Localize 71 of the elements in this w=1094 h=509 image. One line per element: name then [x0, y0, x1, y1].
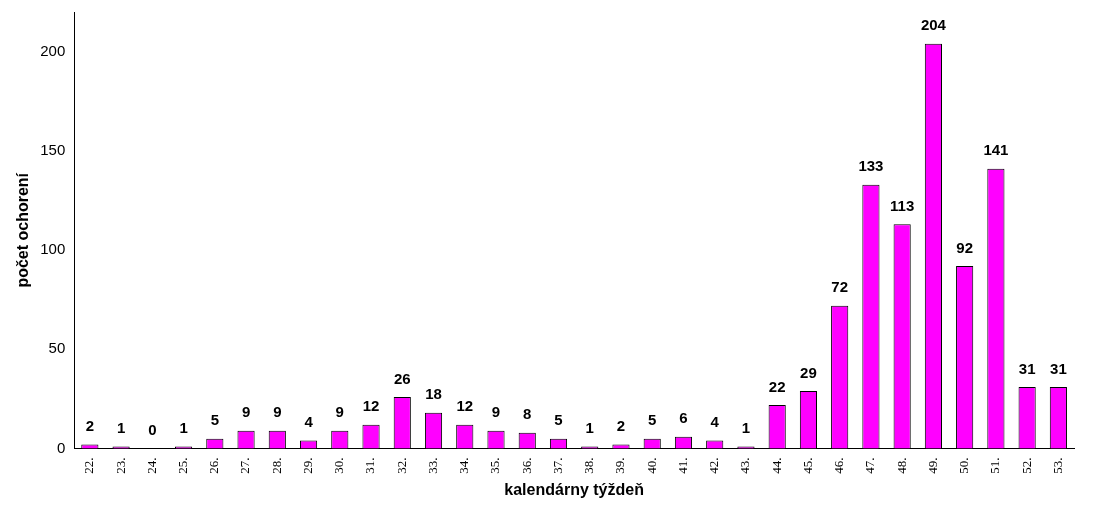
- data-label: 12: [362, 397, 380, 415]
- data-label: 141: [983, 141, 1009, 159]
- data-label: 1: [741, 419, 751, 437]
- x-tick-label: 52.: [1018, 457, 1034, 474]
- x-tick-label: 42.: [706, 457, 722, 474]
- data-label: 2: [85, 417, 95, 435]
- data-label: 12: [456, 397, 474, 415]
- y-axis-title: počet ochorení: [14, 172, 32, 288]
- x-tick-label: 26.: [206, 457, 222, 474]
- data-label: 8: [523, 405, 532, 423]
- x-tick-label: 49.: [924, 457, 940, 474]
- data-label: 204: [920, 16, 947, 34]
- x-tick-label: 37.: [549, 457, 565, 474]
- data-label: 1: [179, 419, 188, 437]
- x-tick-label: 39.: [612, 457, 628, 474]
- x-tick-label: 50.: [956, 457, 972, 474]
- x-tick-label: 29.: [299, 457, 315, 474]
- x-tick-label: 51.: [987, 457, 1003, 474]
- data-label: 0: [148, 421, 157, 439]
- x-tick-label: 24.: [143, 457, 159, 474]
- x-tick-label: 28.: [268, 457, 284, 474]
- data-label: 5: [554, 411, 563, 429]
- data-label: 2: [616, 417, 626, 435]
- x-tick-label: 32.: [393, 457, 409, 474]
- data-label: 1: [116, 419, 126, 437]
- x-tick-label: 30.: [331, 457, 347, 474]
- x-tick-label: 23.: [112, 457, 128, 474]
- x-tick-label: 44.: [768, 457, 784, 474]
- x-tick-label: 41.: [674, 457, 690, 474]
- data-label: 4: [304, 413, 314, 431]
- y-tick-label: 100: [40, 240, 66, 258]
- x-tick-label: 46.: [831, 457, 847, 474]
- data-label: 5: [648, 411, 657, 429]
- data-label: 133: [858, 157, 884, 175]
- y-tick-label: 0: [56, 438, 66, 456]
- data-label: 26: [393, 369, 411, 387]
- x-tick-label: 25.: [175, 457, 190, 474]
- data-label: 31: [1050, 359, 1067, 377]
- x-tick-label: 31.: [362, 457, 378, 474]
- x-tick-label: 27.: [237, 457, 253, 474]
- x-tick-label: 43.: [737, 457, 753, 474]
- data-label: 5: [210, 411, 219, 429]
- data-label: 31: [1018, 359, 1036, 377]
- x-tick-label: 48.: [893, 457, 909, 474]
- y-tick-label: 150: [40, 141, 66, 159]
- x-tick-label: 33.: [424, 457, 440, 474]
- data-label: 9: [241, 403, 251, 421]
- x-tick-label: 34.: [456, 457, 472, 474]
- data-label: 1: [585, 419, 594, 437]
- x-tick-label: 40.: [643, 457, 659, 474]
- data-label: 72: [831, 278, 849, 296]
- x-tick-label: 47.: [862, 457, 878, 474]
- data-label: 22: [768, 377, 786, 395]
- data-label: 9: [491, 403, 501, 421]
- y-tick-label: 200: [40, 41, 66, 59]
- data-label: 113: [890, 196, 915, 214]
- y-tick-label: 50: [48, 339, 66, 357]
- data-label: 29: [800, 363, 817, 381]
- x-tick-label: 53.: [1049, 457, 1065, 474]
- x-tick-label: 45.: [799, 457, 815, 474]
- data-label: 4: [710, 413, 720, 431]
- data-label: 6: [679, 409, 688, 427]
- data-label: 92: [956, 238, 973, 256]
- data-label: 9: [335, 403, 344, 421]
- x-tick-label: 36.: [518, 457, 534, 474]
- x-tick-label: 35.: [487, 457, 503, 474]
- data-label: 18: [425, 385, 442, 403]
- x-axis-title: kalendárny týždeň: [504, 480, 644, 498]
- x-tick-label: 22.: [81, 457, 97, 474]
- x-tick-label: 38.: [581, 457, 597, 474]
- data-label: 9: [273, 403, 282, 421]
